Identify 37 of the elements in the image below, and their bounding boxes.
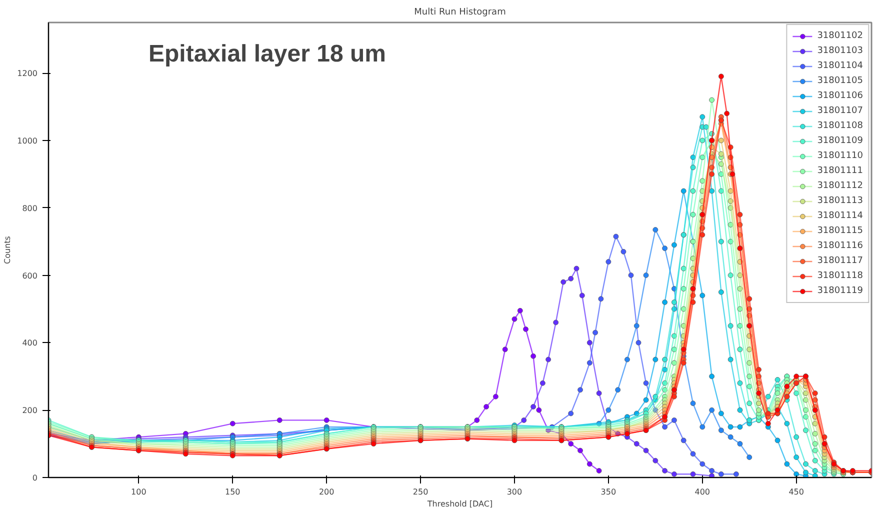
legend-label: 31801104 [817,60,863,72]
y-tick-label: 400 [22,338,38,348]
legend-label: 31801112 [817,180,863,192]
x-tick-label: 250 [412,488,428,496]
x-tick-label: 200 [318,488,334,496]
x-tick-label: 450 [788,488,804,496]
y-tick-label: 600 [22,271,38,280]
y-axis-title: Counts [3,236,12,264]
legend-label: 31801113 [817,195,863,207]
y-tick-label: 1200 [17,69,38,78]
legend-label: 31801103 [817,45,863,57]
legend-label: 31801107 [817,105,863,117]
x-tick-label: 150 [225,488,240,496]
legend-label: 31801116 [817,240,863,252]
x-tick-label: 300 [506,488,522,496]
y-tick-label: 0 [32,474,38,482]
x-tick-label: 350 [600,488,616,496]
legend-label: 31801117 [817,255,863,267]
legend-label: 31801111 [817,165,863,177]
legend-label: 31801102 [817,30,863,42]
legend-label: 31801106 [817,90,863,102]
legend-label: 31801110 [817,150,863,162]
y-tick-label: 1000 [17,136,38,146]
x-tick-label: 100 [131,488,146,496]
x-tick-label: 400 [694,488,710,496]
chart-title: Multi Run Histogram [414,8,506,18]
y-tick-label: 800 [22,204,38,213]
legend-label: 31801118 [817,270,863,282]
legend-label: 31801105 [817,75,863,87]
legend-label: 31801114 [817,210,863,222]
y-tick-label: 200 [22,406,38,416]
legend-label: 31801108 [817,120,863,132]
annotation: Epitaxial layer 18 um [148,40,386,68]
x-axis-title: Threshold [DAC] [426,500,493,508]
legend-label: 31801115 [817,225,863,237]
legend-label: 31801119 [817,285,863,297]
legend-label: 31801109 [817,135,863,147]
